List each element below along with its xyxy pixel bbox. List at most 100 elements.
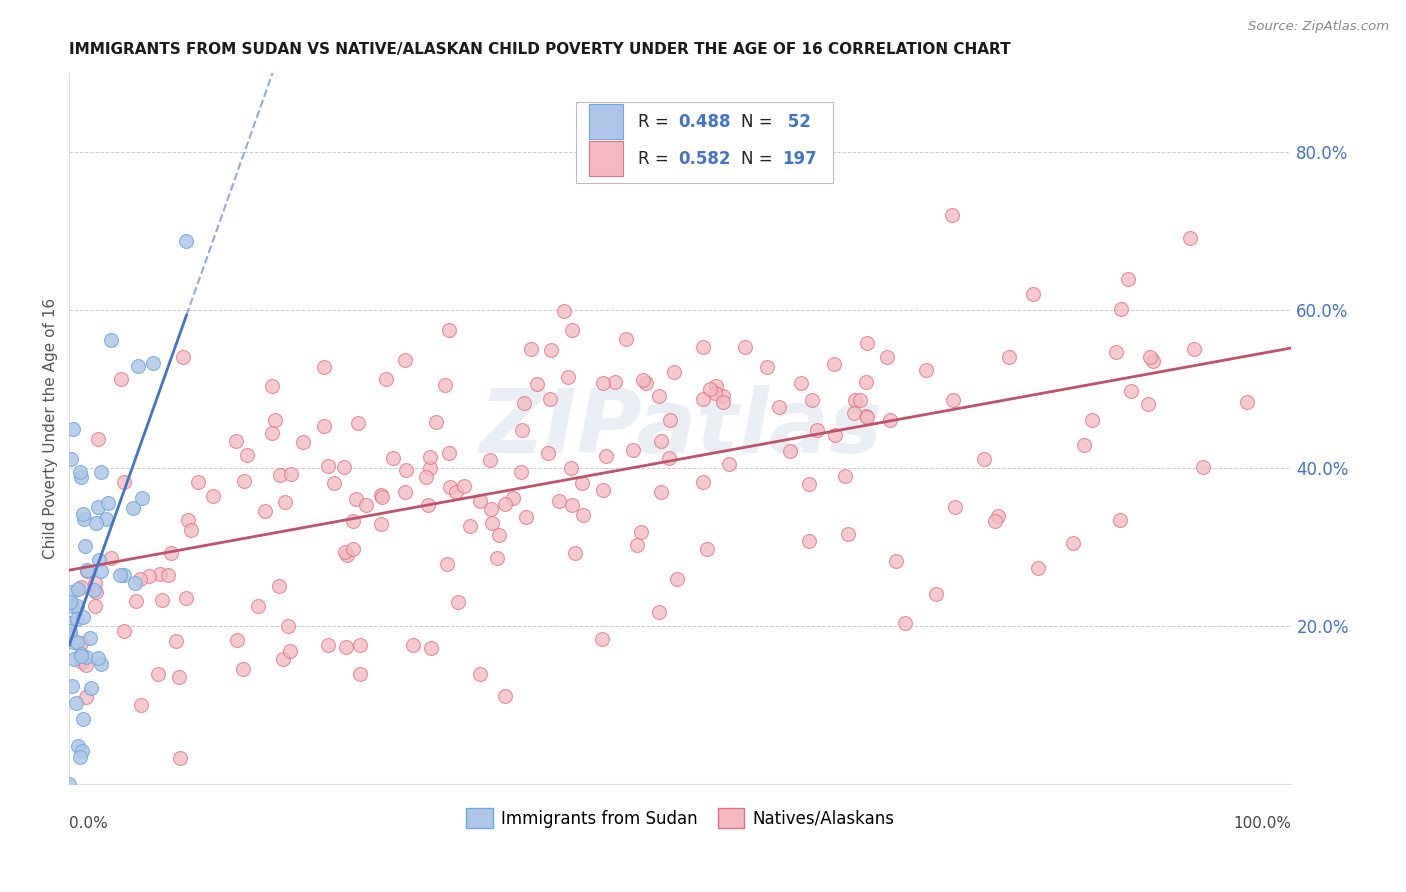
Point	[58, 615, 80, 630]
Point	[67, 739, 90, 753]
Point	[444, 484, 467, 499]
Point	[260, 426, 283, 441]
Point	[915, 363, 938, 377]
Text: ZIPatlas: ZIPatlas	[479, 385, 882, 472]
Point	[66, 599, 89, 613]
Point	[201, 490, 224, 504]
Point	[180, 523, 202, 537]
Point	[1022, 287, 1045, 301]
Point	[76, 563, 98, 577]
Point	[312, 359, 335, 374]
Point	[468, 494, 491, 508]
Point	[801, 393, 824, 408]
Text: N =: N =	[741, 112, 779, 130]
Point	[879, 413, 901, 427]
Text: 197: 197	[782, 150, 817, 168]
Point	[371, 490, 394, 504]
Point	[235, 448, 257, 462]
Point	[87, 500, 110, 514]
Point	[1026, 561, 1049, 575]
Point	[65, 696, 87, 710]
Point	[844, 406, 866, 420]
Point	[1116, 272, 1139, 286]
Point	[375, 372, 398, 386]
Point	[263, 413, 285, 427]
Point	[486, 550, 509, 565]
Point	[72, 744, 94, 758]
Point	[124, 575, 146, 590]
Point	[96, 512, 118, 526]
Point	[233, 474, 256, 488]
Point	[436, 557, 458, 571]
Point	[416, 498, 439, 512]
Point	[100, 551, 122, 566]
Legend: Immigrants from Sudan, Natives/Alaskans: Immigrants from Sudan, Natives/Alaskans	[460, 802, 901, 834]
Point	[564, 546, 586, 560]
Point	[823, 357, 845, 371]
Point	[277, 618, 299, 632]
Point	[824, 427, 846, 442]
Point	[447, 595, 470, 609]
Point	[156, 567, 179, 582]
Point	[941, 208, 963, 222]
Point	[1105, 344, 1128, 359]
Point	[349, 667, 371, 681]
Point	[1136, 397, 1159, 411]
Point	[90, 465, 112, 479]
Point	[1192, 459, 1215, 474]
Point	[60, 679, 83, 693]
Point	[70, 649, 93, 664]
Text: 0.488: 0.488	[678, 112, 730, 130]
Point	[312, 418, 335, 433]
Point	[540, 343, 562, 357]
Point	[62, 635, 84, 649]
Point	[177, 513, 200, 527]
Point	[169, 670, 191, 684]
Point	[942, 392, 965, 407]
Point	[494, 497, 516, 511]
Point	[893, 615, 915, 630]
Text: 100.0%: 100.0%	[1233, 816, 1292, 831]
Point	[419, 461, 441, 475]
Point	[90, 657, 112, 672]
Point	[336, 548, 359, 562]
Text: IMMIGRANTS FROM SUDAN VS NATIVE/ALASKAN CHILD POVERTY UNDER THE AGE OF 16 CORREL: IMMIGRANTS FROM SUDAN VS NATIVE/ALASKAN …	[69, 42, 1011, 57]
Point	[650, 434, 672, 449]
Point	[603, 375, 626, 389]
Point	[125, 594, 148, 608]
Point	[138, 569, 160, 583]
Point	[437, 323, 460, 337]
Point	[481, 516, 503, 530]
Point	[973, 452, 995, 467]
Point	[150, 593, 173, 607]
Point	[174, 591, 197, 605]
Point	[69, 465, 91, 479]
Point	[342, 514, 364, 528]
Point	[274, 495, 297, 509]
Point	[267, 579, 290, 593]
Point	[1178, 231, 1201, 245]
Point	[1236, 395, 1258, 409]
Point	[458, 519, 481, 533]
Point	[262, 379, 284, 393]
Point	[342, 541, 364, 556]
Point	[692, 340, 714, 354]
Y-axis label: Child Poverty Under the Age of 16: Child Poverty Under the Age of 16	[44, 298, 58, 559]
Point	[595, 449, 617, 463]
Point	[394, 353, 416, 368]
Point	[112, 475, 135, 490]
Point	[692, 475, 714, 489]
Point	[72, 507, 94, 521]
Point	[172, 350, 194, 364]
Point	[187, 475, 209, 489]
Point	[696, 542, 718, 557]
Point	[80, 681, 103, 695]
Point	[83, 599, 105, 614]
Point	[998, 351, 1021, 365]
Point	[62, 422, 84, 436]
Point	[621, 443, 644, 458]
Point	[1109, 301, 1132, 316]
Point	[520, 342, 543, 356]
Point	[395, 462, 418, 476]
Point	[664, 365, 686, 379]
